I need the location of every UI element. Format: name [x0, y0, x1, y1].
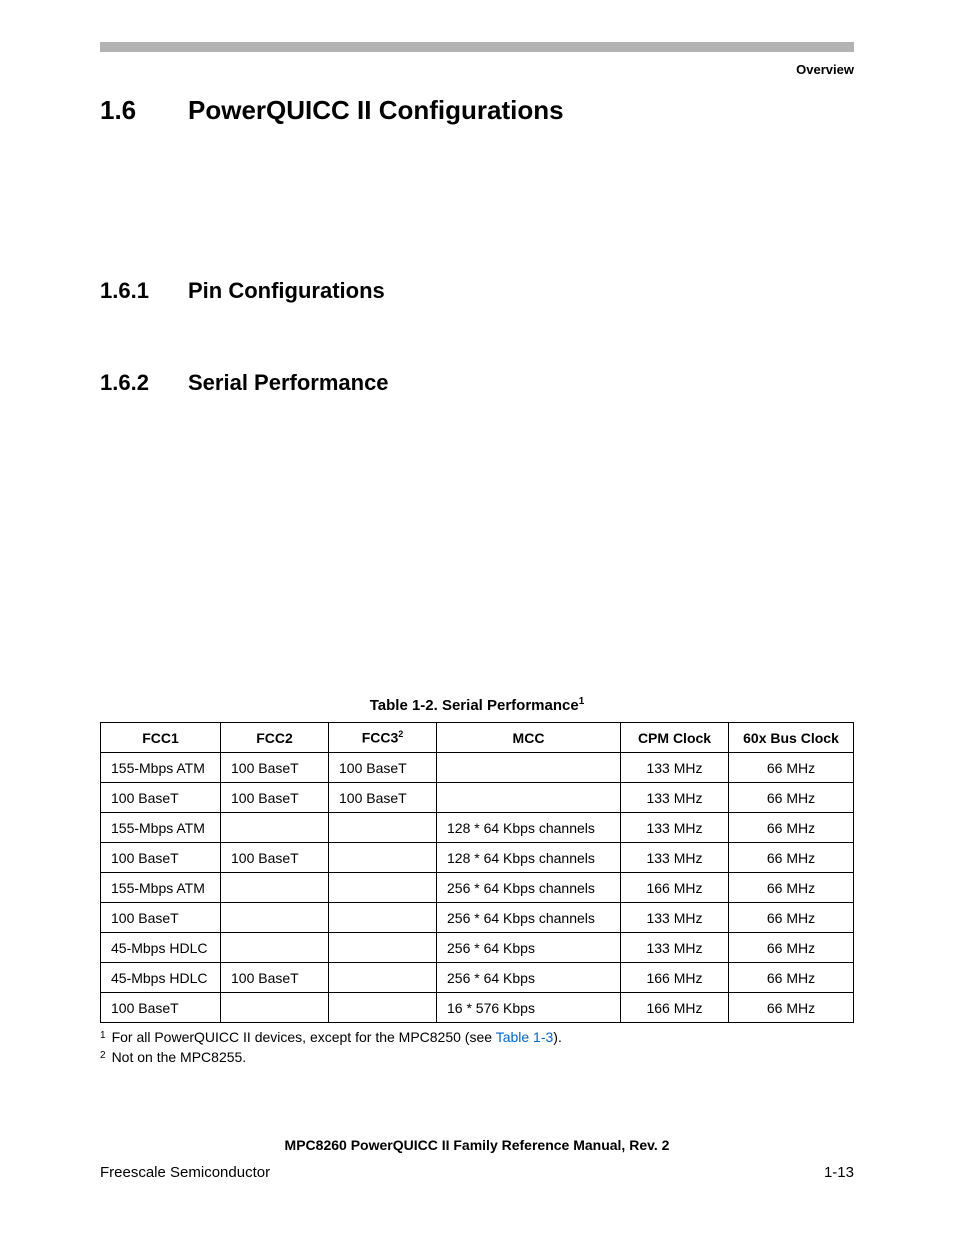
cell-fcc3 [329, 813, 437, 843]
serial-performance-table: FCC1 FCC2 FCC32 MCC CPM Clock 60x Bus Cl… [100, 722, 854, 1023]
cell-cpm: 133 MHz [621, 813, 729, 843]
table-row: 155-Mbps ATM 128 * 64 Kbps channels133 MH… [101, 813, 854, 843]
cell-fcc1: 100 BaseT [101, 903, 221, 933]
cell-fcc2 [221, 993, 329, 1023]
footnote-text: Not on the MPC8255. [112, 1047, 247, 1067]
header-rule [100, 42, 854, 52]
cell-fcc2: 100 BaseT [221, 963, 329, 993]
cell-fcc2 [221, 933, 329, 963]
col-header-cpm: CPM Clock [621, 723, 729, 753]
footnote-text: For all PowerQUICC II devices, except fo… [112, 1029, 496, 1045]
cell-fcc2: 100 BaseT [221, 753, 329, 783]
footer-page-number: 1-13 [824, 1164, 854, 1181]
table-header-row: FCC1 FCC2 FCC32 MCC CPM Clock 60x Bus Cl… [101, 723, 854, 753]
cell-fcc3 [329, 843, 437, 873]
cell-cpm: 133 MHz [621, 933, 729, 963]
table-row: 100 BaseT 16 * 576 Kbps166 MHz66 MHz [101, 993, 854, 1023]
cell-fcc1: 155-Mbps ATM [101, 813, 221, 843]
cell-bus: 66 MHz [729, 753, 854, 783]
doc-title-footer: MPC8260 PowerQUICC II Family Reference M… [100, 1137, 854, 1153]
table-row: 45-Mbps HDLC100 BaseT 256 * 64 Kbps166 MH… [101, 963, 854, 993]
cell-fcc1: 155-Mbps ATM [101, 753, 221, 783]
cell-bus: 66 MHz [729, 903, 854, 933]
cell-cpm: 133 MHz [621, 753, 729, 783]
cell-bus: 66 MHz [729, 933, 854, 963]
cell-mcc: 128 * 64 Kbps channels [437, 813, 621, 843]
cell-fcc1: 100 BaseT [101, 843, 221, 873]
cell-mcc: 256 * 64 Kbps channels [437, 903, 621, 933]
cell-fcc1: 155-Mbps ATM [101, 873, 221, 903]
table-row: 155-Mbps ATM100 BaseT100 BaseT133 MHz66 … [101, 753, 854, 783]
col-header-bus: 60x Bus Clock [729, 723, 854, 753]
col-header-mcc: MCC [437, 723, 621, 753]
cell-mcc [437, 783, 621, 813]
cell-mcc: 256 * 64 Kbps [437, 963, 621, 993]
cell-fcc3 [329, 903, 437, 933]
cell-fcc2 [221, 813, 329, 843]
cell-fcc1: 100 BaseT [101, 783, 221, 813]
footnote-2: 2 Not on the MPC8255. [100, 1047, 854, 1067]
caption-text: Table 1-2. Serial Performance [370, 697, 579, 714]
cell-cpm: 133 MHz [621, 783, 729, 813]
table-row: 100 BaseT 256 * 64 Kbps channels133 MHz66… [101, 903, 854, 933]
subsection-heading: 1.6.2 Serial Performance [100, 370, 854, 396]
cell-fcc2 [221, 903, 329, 933]
subsection-title: Pin Configurations [188, 278, 385, 304]
cell-mcc: 128 * 64 Kbps channels [437, 843, 621, 873]
table-row: 45-Mbps HDLC 256 * 64 Kbps133 MHz66 MHz [101, 933, 854, 963]
footer-left: Freescale Semiconductor [100, 1164, 270, 1181]
cell-bus: 66 MHz [729, 873, 854, 903]
table-row: 100 BaseT100 BaseT 128 * 64 Kbps channels… [101, 843, 854, 873]
cell-fcc3 [329, 933, 437, 963]
subsection-title: Serial Performance [188, 370, 389, 396]
subsection-number: 1.6.1 [100, 278, 188, 304]
subsection-number: 1.6.2 [100, 370, 188, 396]
page-footer: Freescale Semiconductor 1-13 [100, 1164, 854, 1181]
caption-sup: 1 [579, 696, 585, 707]
cell-fcc3 [329, 873, 437, 903]
cell-fcc1: 100 BaseT [101, 993, 221, 1023]
section-heading: 1.6 PowerQUICC II Configurations [100, 95, 854, 126]
table-ref-link[interactable]: Table 1-3 [496, 1029, 554, 1045]
col-header-fcc2: FCC2 [221, 723, 329, 753]
cell-fcc2: 100 BaseT [221, 783, 329, 813]
cell-bus: 66 MHz [729, 813, 854, 843]
col-header-fcc3: FCC32 [329, 723, 437, 753]
cell-fcc1: 45-Mbps HDLC [101, 933, 221, 963]
cell-fcc2: 100 BaseT [221, 843, 329, 873]
section-title: PowerQUICC II Configurations [188, 95, 564, 126]
cell-cpm: 133 MHz [621, 843, 729, 873]
cell-fcc3: 100 BaseT [329, 753, 437, 783]
footnote-text: ). [553, 1029, 562, 1045]
cell-fcc3 [329, 963, 437, 993]
cell-fcc3 [329, 993, 437, 1023]
cell-fcc1: 45-Mbps HDLC [101, 963, 221, 993]
footnote-marker: 1 [100, 1027, 106, 1047]
cell-cpm: 166 MHz [621, 873, 729, 903]
cell-mcc: 16 * 576 Kbps [437, 993, 621, 1023]
cell-fcc3: 100 BaseT [329, 783, 437, 813]
cell-fcc2 [221, 873, 329, 903]
cell-cpm: 133 MHz [621, 903, 729, 933]
table-row: 100 BaseT100 BaseT100 BaseT133 MHz66 MHz [101, 783, 854, 813]
table-caption: Table 1-2. Serial Performance1 [100, 696, 854, 714]
table-row: 155-Mbps ATM 256 * 64 Kbps channels166 MH… [101, 873, 854, 903]
cell-bus: 66 MHz [729, 843, 854, 873]
cell-bus: 66 MHz [729, 963, 854, 993]
footnote-marker: 2 [100, 1047, 106, 1067]
cell-cpm: 166 MHz [621, 993, 729, 1023]
col-header-fcc1: FCC1 [101, 723, 221, 753]
section-number: 1.6 [100, 95, 188, 126]
cell-cpm: 166 MHz [621, 963, 729, 993]
footnote-1: 1 For all PowerQUICC II devices, except … [100, 1027, 854, 1047]
running-header: Overview [100, 62, 854, 77]
cell-mcc: 256 * 64 Kbps [437, 933, 621, 963]
cell-bus: 66 MHz [729, 993, 854, 1023]
cell-mcc [437, 753, 621, 783]
subsection-heading: 1.6.1 Pin Configurations [100, 278, 854, 304]
cell-mcc: 256 * 64 Kbps channels [437, 873, 621, 903]
cell-bus: 66 MHz [729, 783, 854, 813]
footnotes: 1 For all PowerQUICC II devices, except … [100, 1027, 854, 1068]
